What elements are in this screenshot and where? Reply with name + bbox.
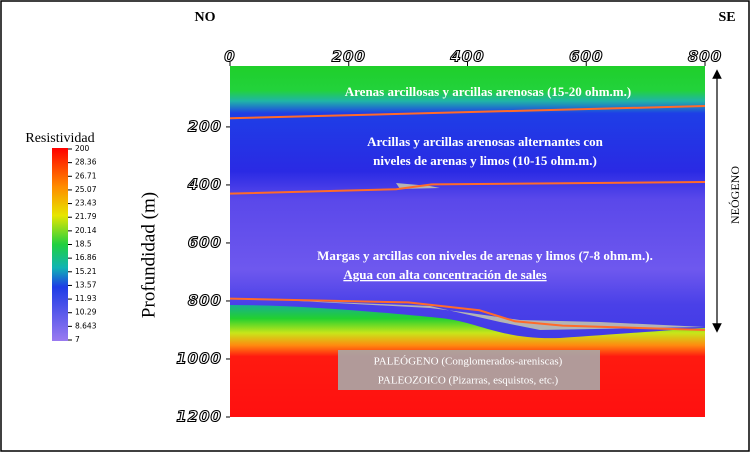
colorbar-tick-label: 11.93 xyxy=(75,294,97,303)
annotation: Arenas arcillosas y arcillas arenosas (1… xyxy=(345,84,631,99)
y-tick-label: 800 xyxy=(188,291,222,309)
x-tick-label: 0 xyxy=(224,48,235,66)
colorbar-tick-label: 28.36 xyxy=(75,158,97,167)
boundary-line xyxy=(229,181,706,195)
colorbar-tick-label: 23.43 xyxy=(75,199,97,208)
colorbar-title: Resistividad xyxy=(25,131,94,146)
y-axis-label: Profundidad (m) xyxy=(138,192,159,318)
boundary-line xyxy=(229,105,706,120)
colorbar-tick-label: 200 xyxy=(75,144,90,153)
label-box xyxy=(338,350,600,390)
colorbar-tick-label: 16.86 xyxy=(75,253,97,262)
y-tick-label: 400 xyxy=(187,175,222,193)
x-tick-label: 600 xyxy=(569,48,603,66)
y-tick-label: 200 xyxy=(188,117,222,135)
colorbar-tick-label: 25.07 xyxy=(75,185,97,194)
annotation: Margas y arcillas con niveles de arenas … xyxy=(317,248,653,263)
section xyxy=(230,66,705,417)
x-tick-label: 800 xyxy=(688,48,722,66)
x-tick-label: 400 xyxy=(449,48,484,66)
annotation: Arcillas y arcillas arenosas alternantes… xyxy=(367,134,604,149)
colorbar-tick-label: 20.14 xyxy=(75,226,97,235)
right-label: SE xyxy=(718,10,735,25)
annotation: Agua con alta concentración de sales xyxy=(343,267,546,282)
colorbar-tick-label: 13.57 xyxy=(75,280,97,289)
y-tick-label: 1200 xyxy=(176,408,222,426)
colorbar-tick-label: 26.71 xyxy=(75,171,97,180)
boundary-line xyxy=(229,297,706,331)
annotation: PALEOZOICO (Pizarras, esquistos, etc.) xyxy=(378,375,559,387)
colorbar xyxy=(52,148,68,341)
colorbar-tick-label: 18.5 xyxy=(75,240,92,249)
annotation: PALEÓGENO (Conglomerados-areniscas) xyxy=(374,356,563,368)
colorbar-tick-label: 15.21 xyxy=(75,267,97,276)
colorbar-tick-label: 21.79 xyxy=(75,212,97,221)
grey-wedge xyxy=(280,300,705,330)
y-tick-label: 600 xyxy=(188,233,222,251)
colorbar-tick-label: 7 xyxy=(75,335,80,344)
y-tick-label: 1000 xyxy=(176,349,222,367)
side-label: NEÓGENO xyxy=(728,166,742,224)
colorbar-tick-label: 8.643 xyxy=(75,321,97,330)
colorbar-tick-label: 10.29 xyxy=(75,308,97,317)
left-label: NO xyxy=(195,10,216,25)
annotation: niveles de arenas y limos (10-15 ohm.m.) xyxy=(373,153,597,168)
x-tick-label: 200 xyxy=(332,48,366,66)
